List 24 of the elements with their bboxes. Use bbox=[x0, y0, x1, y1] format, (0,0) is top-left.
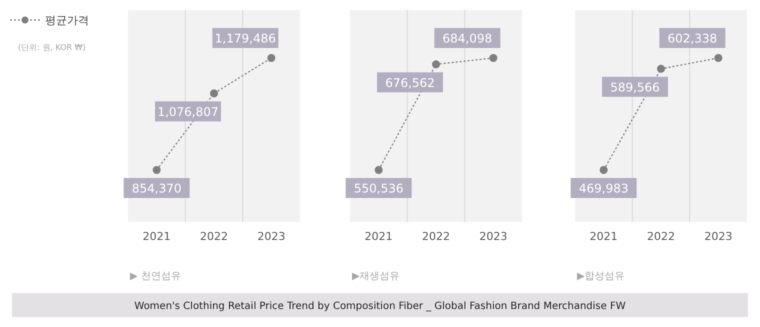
x-tick-label: 2023 bbox=[479, 230, 508, 243]
legend-label: 평균가격 bbox=[45, 14, 89, 27]
text: Women's Clothing Retail Price Trend by Composition Fiber _ Global Fashion Brand Merchandise FW bbox=[134, 301, 626, 312]
text: (단위: 원, KOR ₩) bbox=[18, 43, 86, 52]
x-axis-title: ▶ 천연섬유 bbox=[130, 271, 181, 282]
data-label: 854,370 bbox=[132, 182, 182, 196]
x-axis-title: ▶재생섬유 bbox=[352, 271, 400, 282]
data-label: 550,536 bbox=[354, 182, 404, 196]
x-axis-title: ▶합성섬유 bbox=[577, 271, 625, 282]
data-label: 676,562 bbox=[385, 76, 435, 90]
x-tick-label: 2022 bbox=[200, 230, 228, 243]
x-tick-label: 2023 bbox=[257, 230, 286, 243]
x-tick-label: 2021 bbox=[142, 230, 171, 243]
data-label: 684,098 bbox=[442, 32, 492, 46]
x-tick-label: 2022 bbox=[647, 230, 675, 243]
data-label: 1,179,486 bbox=[214, 32, 276, 46]
data-label: 602,338 bbox=[668, 32, 718, 46]
x-tick-label: 2021 bbox=[364, 230, 393, 243]
data-label: 589,566 bbox=[610, 80, 660, 94]
data-label: 1,076,807 bbox=[157, 104, 219, 119]
x-tick-label: 2021 bbox=[590, 230, 618, 243]
data-label: 469,983 bbox=[578, 182, 628, 196]
x-tick-label: 2022 bbox=[422, 230, 450, 243]
x-tick-label: 2023 bbox=[704, 230, 732, 243]
